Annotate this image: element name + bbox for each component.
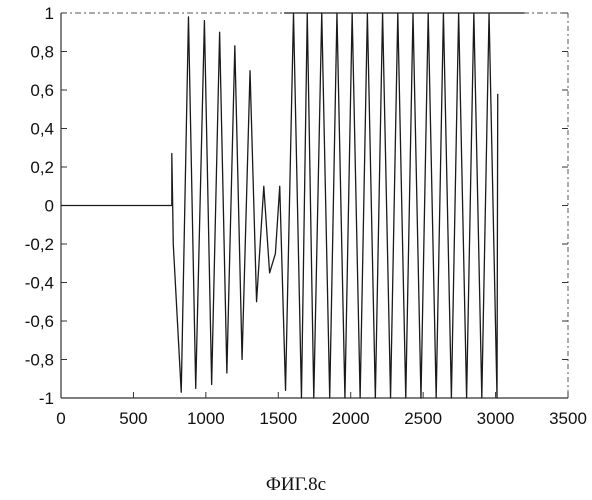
y-tick-label: -0,2 xyxy=(25,235,54,254)
y-tick-label: 0 xyxy=(45,197,54,216)
y-tick-label: -0,4 xyxy=(25,274,54,293)
y-tick-label: 0,6 xyxy=(30,81,54,100)
y-tick-label: -1 xyxy=(39,389,54,408)
y-tick-label: -0,8 xyxy=(25,351,54,370)
series-layer xyxy=(61,13,525,398)
x-tick-label: 1500 xyxy=(259,409,297,428)
figure-caption: ФИГ.8с xyxy=(266,474,326,495)
y-tick-label: -0,6 xyxy=(25,312,54,331)
y-tick-label: 0,2 xyxy=(30,158,54,177)
x-tick-label: 500 xyxy=(119,409,147,428)
signal-series-line xyxy=(61,13,498,398)
x-tick-label: 1000 xyxy=(187,409,225,428)
y-tick-label: 1 xyxy=(45,4,54,23)
x-tick-label: 2500 xyxy=(404,409,442,428)
x-tick-label: 3500 xyxy=(549,409,587,428)
y-tick-label: 0,4 xyxy=(30,120,54,139)
x-tick-label: 3000 xyxy=(477,409,515,428)
x-tick-label: 2000 xyxy=(332,409,370,428)
x-tick-label: 0 xyxy=(56,409,65,428)
y-tick-label: 0,8 xyxy=(30,43,54,62)
